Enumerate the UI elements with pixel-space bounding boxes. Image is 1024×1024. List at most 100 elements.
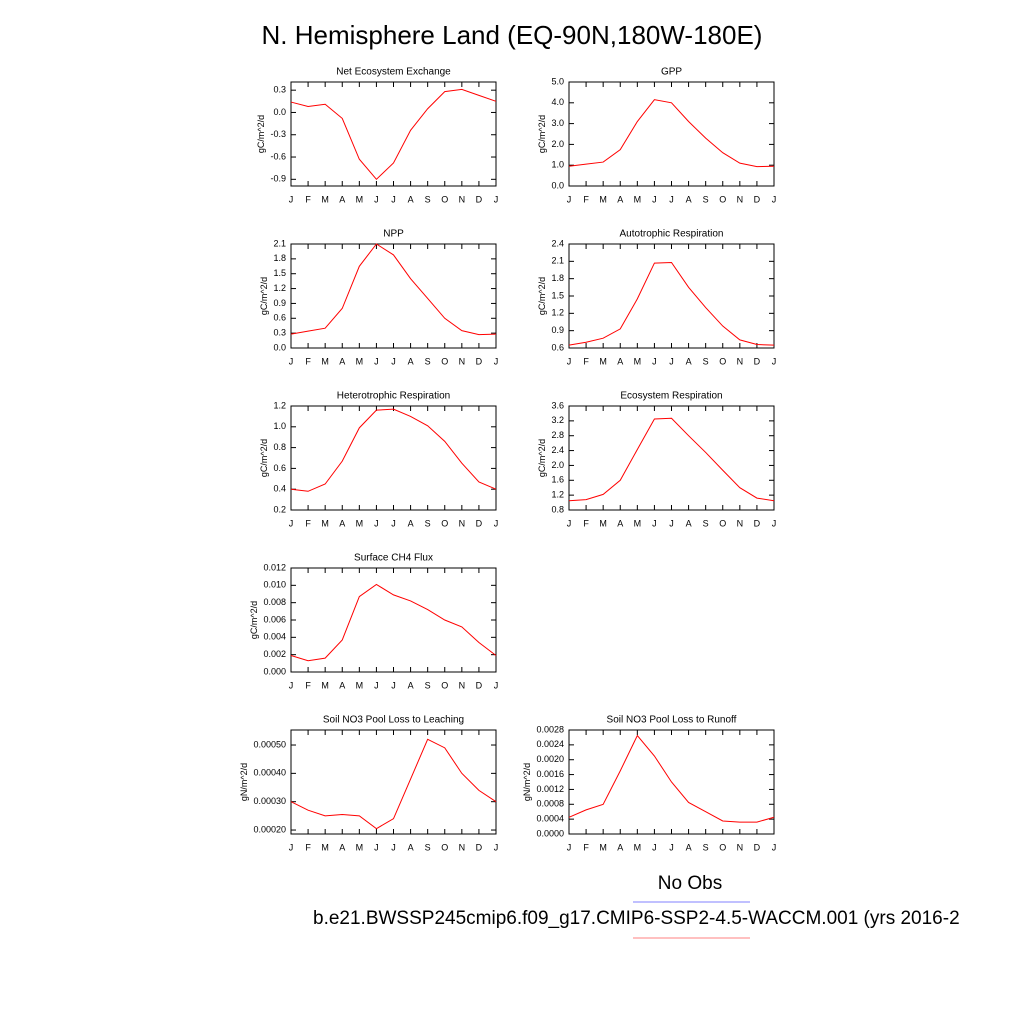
y-axis-label: gN/m^2/d	[239, 763, 249, 801]
y-tick-label: 4.0	[551, 97, 564, 107]
x-tick-label: J	[772, 842, 777, 852]
x-tick-label: F	[583, 194, 589, 204]
panel-title: GPP	[661, 67, 682, 78]
y-axis-label: gC/m^2/d	[259, 277, 269, 315]
x-tick-label: A	[339, 518, 345, 528]
x-tick-label: J	[652, 842, 657, 852]
x-tick-label: M	[321, 842, 329, 852]
x-tick-label: J	[391, 842, 396, 852]
y-axis-label: gC/m^2/d	[537, 115, 547, 153]
x-tick-label: J	[374, 518, 379, 528]
y-tick-label: 2.0	[551, 460, 564, 470]
x-tick-label: J	[669, 842, 674, 852]
x-tick-label: J	[494, 842, 499, 852]
y-tick-label: 0.00030	[253, 796, 286, 806]
x-tick-label: M	[634, 356, 642, 366]
x-tick-label: M	[321, 194, 329, 204]
y-tick-label: 2.4	[551, 238, 564, 248]
x-tick-label: D	[754, 356, 761, 366]
x-tick-label: F	[583, 356, 589, 366]
x-tick-label: N	[459, 518, 466, 528]
data-line	[290, 88, 497, 181]
x-tick-label: J	[772, 356, 777, 366]
y-tick-label: 0.010	[263, 580, 286, 590]
x-tick-label: S	[425, 356, 431, 366]
x-tick-label: S	[425, 842, 431, 852]
y-tick-label: 0.0016	[536, 769, 564, 779]
x-tick-label: O	[441, 518, 448, 528]
x-tick-label: A	[339, 680, 345, 690]
y-tick-label: 3.0	[551, 118, 564, 128]
panel-title: Autotrophic Respiration	[620, 229, 724, 240]
x-tick-label: J	[289, 842, 294, 852]
x-tick-label: O	[441, 680, 448, 690]
x-tick-label: J	[374, 680, 379, 690]
x-tick-label: O	[719, 842, 726, 852]
x-tick-label: S	[425, 518, 431, 528]
y-tick-label: 1.8	[551, 273, 564, 283]
panel-title: Surface CH4 Flux	[354, 553, 433, 564]
y-tick-label: 5.0	[551, 76, 564, 86]
y-tick-label: 0.8	[551, 504, 564, 514]
data-line	[568, 261, 775, 346]
panel: Soil NO3 Pool Loss to Leaching 0.00020 0.0…	[239, 715, 498, 853]
y-tick-label: 0.6	[273, 313, 286, 323]
y-tick-label: 0.0	[273, 107, 286, 117]
y-tick-label: -0.9	[270, 174, 286, 184]
y-tick-label: 0.000	[263, 666, 286, 676]
y-tick-label: 1.0	[273, 421, 286, 431]
x-tick-label: S	[703, 518, 709, 528]
panel: Net Ecosystem Exchange 0.3 0.0 -0.3 -0.6 -0.9…	[256, 67, 498, 205]
x-tick-label: S	[425, 680, 431, 690]
x-tick-label: A	[408, 680, 414, 690]
x-tick-label: A	[617, 356, 623, 366]
x-tick-label: N	[459, 842, 466, 852]
y-tick-label: 0.0000	[536, 828, 564, 838]
x-tick-label: A	[408, 842, 414, 852]
panel: Surface CH4 Flux 0.000 0.002 0.004 0.006 0.00…	[249, 553, 498, 691]
x-tick-label: D	[754, 194, 761, 204]
plot-frame	[290, 405, 497, 511]
y-tick-label: 1.5	[551, 290, 564, 300]
y-tick-label: -0.3	[270, 129, 286, 139]
plot-frame	[290, 729, 497, 835]
y-tick-label: 0.00040	[253, 768, 286, 778]
y-tick-label: -0.6	[270, 151, 286, 161]
y-tick-label: 0.002	[263, 649, 286, 659]
x-tick-label: J	[494, 518, 499, 528]
x-tick-label: M	[634, 194, 642, 204]
panel-title: Soil NO3 Pool Loss to Runoff	[607, 715, 737, 726]
panel: Autotrophic Respiration 0.6 0.9 1.2 1.5 1.8 2.…	[537, 229, 776, 367]
x-tick-label: D	[476, 356, 483, 366]
x-tick-label: N	[459, 194, 466, 204]
y-tick-label: 0.9	[273, 298, 286, 308]
x-tick-label: J	[567, 194, 572, 204]
x-tick-label: J	[391, 194, 396, 204]
x-tick-label: F	[305, 518, 311, 528]
y-axis-label: gC/m^2/d	[256, 115, 266, 153]
y-tick-label: 0.00050	[253, 739, 286, 749]
plot-frame	[290, 567, 497, 673]
y-tick-label: 1.8	[273, 253, 286, 263]
x-tick-label: M	[321, 680, 329, 690]
x-tick-label: A	[686, 842, 692, 852]
data-line	[568, 99, 775, 168]
x-tick-label: J	[772, 518, 777, 528]
y-tick-label: 0.0020	[536, 754, 564, 764]
x-tick-label: A	[339, 194, 345, 204]
x-tick-label: A	[686, 356, 692, 366]
x-tick-label: J	[289, 194, 294, 204]
data-line	[290, 408, 497, 492]
y-tick-label: 1.0	[551, 160, 564, 170]
x-tick-label: O	[441, 356, 448, 366]
x-tick-label: D	[476, 842, 483, 852]
x-tick-label: A	[686, 194, 692, 204]
y-tick-label: 0.00020	[253, 824, 286, 834]
y-tick-label: 0.0	[551, 180, 564, 190]
x-tick-label: J	[494, 356, 499, 366]
x-tick-label: J	[669, 194, 674, 204]
y-tick-label: 2.1	[551, 256, 564, 266]
x-tick-label: M	[321, 518, 329, 528]
x-tick-label: J	[772, 194, 777, 204]
